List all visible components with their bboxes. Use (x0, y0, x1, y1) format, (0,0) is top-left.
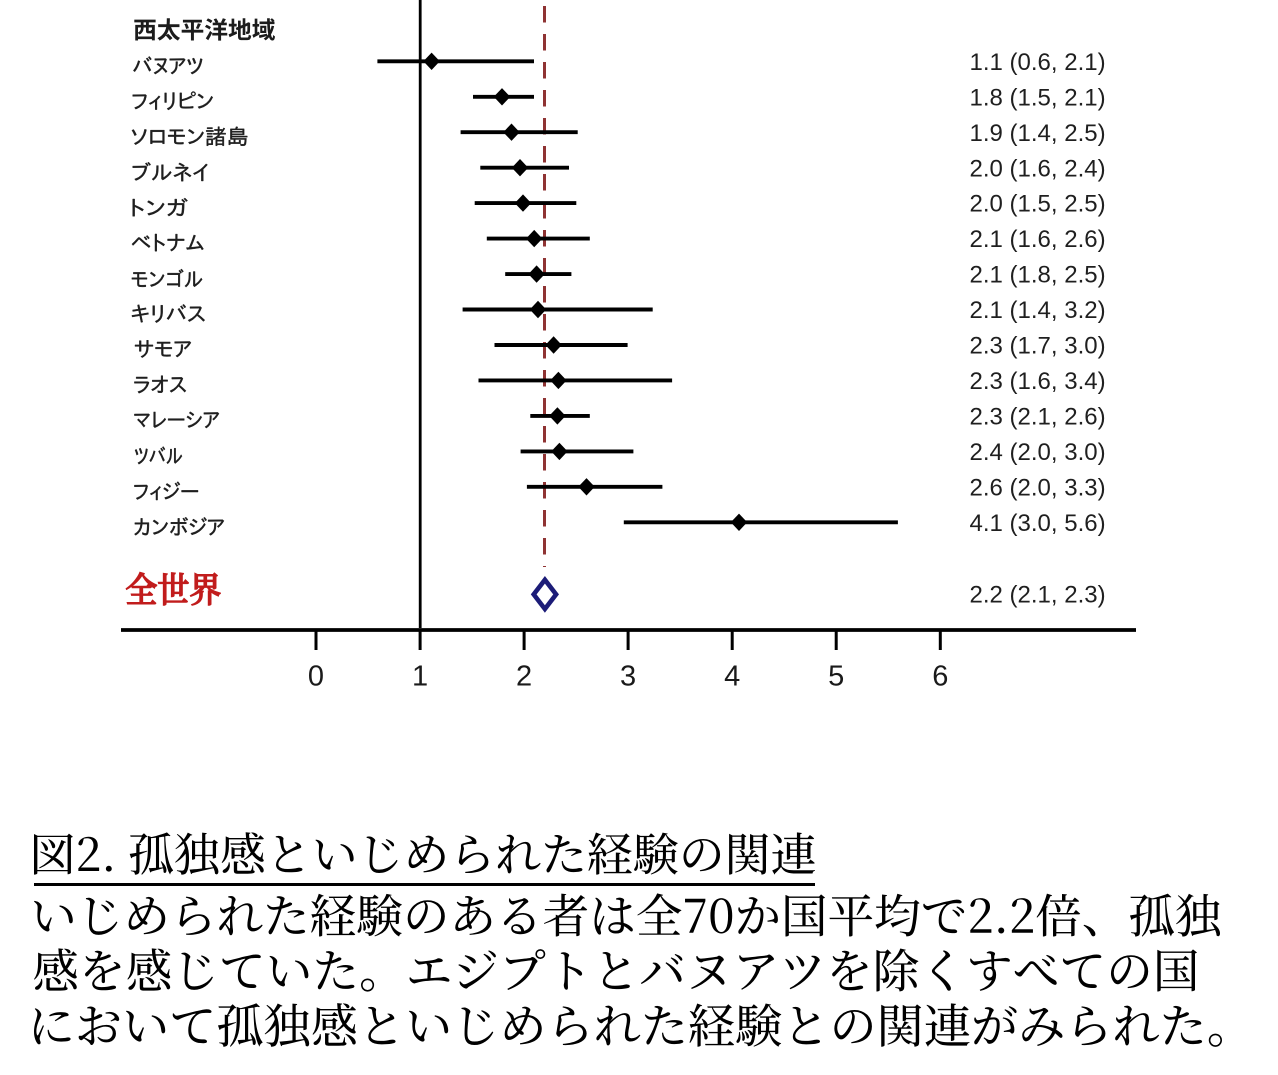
svg-text:1.9 (1.4, 2.5): 1.9 (1.4, 2.5) (970, 120, 1106, 147)
svg-text:5: 5 (828, 661, 844, 693)
svg-text:1: 1 (412, 661, 428, 693)
svg-text:2.0 (1.5, 2.5): 2.0 (1.5, 2.5) (970, 191, 1106, 218)
svg-text:1.1 (0.6, 2.1): 1.1 (0.6, 2.1) (970, 49, 1106, 76)
svg-text:4.1 (3.0, 5.6): 4.1 (3.0, 5.6) (970, 510, 1106, 537)
svg-text:2.0 (1.6, 2.4): 2.0 (1.6, 2.4) (970, 155, 1106, 182)
svg-text:4: 4 (724, 661, 740, 693)
svg-text:1.8 (1.5, 2.1): 1.8 (1.5, 2.1) (970, 84, 1106, 111)
svg-text:0: 0 (308, 661, 324, 693)
svg-text:2.3 (1.7, 3.0): 2.3 (1.7, 3.0) (970, 333, 1106, 360)
svg-text:2.1 (1.6, 2.6): 2.1 (1.6, 2.6) (970, 226, 1106, 253)
svg-text:2.2 (2.1, 2.3): 2.2 (2.1, 2.3) (970, 581, 1106, 608)
svg-text:2: 2 (516, 661, 532, 693)
svg-text:6: 6 (932, 661, 948, 693)
svg-text:2.6 (2.0, 3.3): 2.6 (2.0, 3.3) (970, 474, 1106, 501)
svg-text:3: 3 (620, 661, 636, 693)
svg-text:2.4 (2.0, 3.0): 2.4 (2.0, 3.0) (970, 439, 1106, 466)
svg-text:2.1 (1.4, 3.2): 2.1 (1.4, 3.2) (970, 297, 1106, 324)
svg-text:2.1 (1.8, 2.5): 2.1 (1.8, 2.5) (970, 262, 1106, 289)
svg-text:2.3 (2.1, 2.6): 2.3 (2.1, 2.6) (970, 404, 1106, 431)
svg-text:2.3 (1.6, 3.4): 2.3 (1.6, 3.4) (970, 368, 1106, 395)
